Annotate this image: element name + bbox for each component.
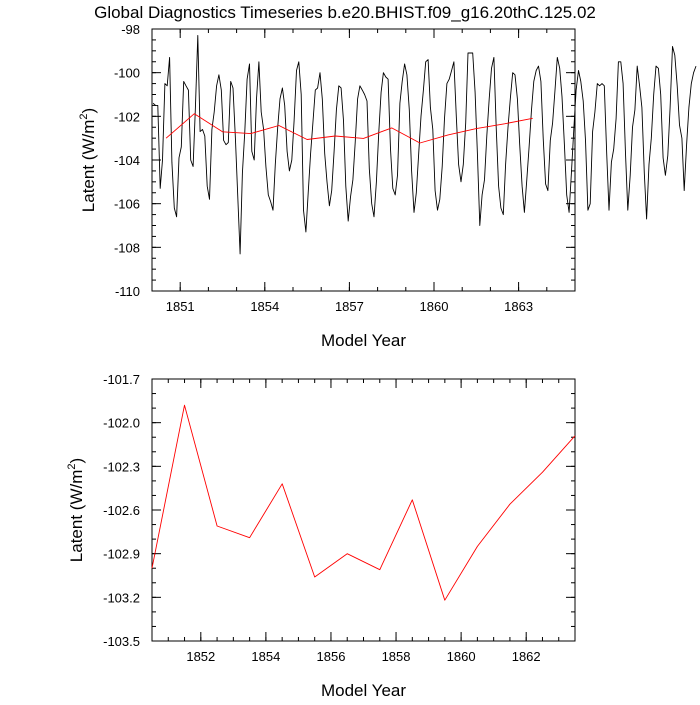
y-axis-title-superscript: 2 (66, 463, 78, 469)
series-monthly-line (152, 35, 697, 255)
y-axis-title-main: Latent (W/m (67, 470, 86, 563)
y-axis-title: Latent (W/m2) (66, 458, 86, 562)
plot-frame (151, 378, 576, 642)
y-axis-title: Latent (W/m2) (78, 108, 98, 212)
y-tick-label: -103.5 (103, 634, 140, 649)
series-annual-line (165, 113, 533, 144)
y-axis-title-close: ) (79, 108, 98, 114)
x-tick-label: 1857 (335, 299, 364, 314)
x-axis-title: Model Year (321, 681, 406, 700)
x-tick-label: 1854 (251, 649, 280, 664)
y-tick-label: -101.7 (103, 372, 140, 387)
y-tick-label: -103.2 (103, 590, 140, 605)
y-tick-label: -108 (114, 240, 140, 255)
x-tick-label: 1856 (317, 649, 346, 664)
x-tick-label: 1851 (166, 299, 195, 314)
y-tick-label: -104 (114, 153, 140, 168)
x-tick-label: 1854 (250, 299, 279, 314)
x-tick-label: 1862 (512, 649, 541, 664)
plot-frame (151, 28, 576, 292)
x-tick-label: 1863 (504, 299, 533, 314)
y-tick-label: -102.6 (103, 503, 140, 518)
y-tick-label: -110 (115, 284, 140, 299)
x-tick-label: 1858 (382, 649, 411, 664)
y-tick-label: -98 (121, 22, 140, 37)
y-tick-label: -102.0 (103, 416, 140, 431)
top-plot: 1851 1854 1857 1860 1863 -110 -108 -106 -104 -102… (78, 22, 697, 350)
y-tick-label: -102.3 (103, 459, 140, 474)
y-tick-label: -102 (114, 109, 140, 124)
y-tick-label: -106 (114, 197, 140, 212)
x-tick-label: 1860 (420, 299, 449, 314)
x-tick-label: 1860 (447, 649, 476, 664)
x-axis-title: Model Year (321, 331, 406, 350)
series-annual-line (151, 404, 576, 601)
figure-title: Global Diagnostics Timeseries b.e20.BHIS… (94, 3, 596, 22)
bottom-plot: 1852 1854 1856 1858 1860 1862 -103.5 -103.2 -102… (66, 372, 576, 700)
y-axis-title-main: Latent (W/m (79, 120, 98, 213)
y-tick-label: -100 (114, 66, 140, 81)
x-tick-label: 1852 (186, 649, 215, 664)
y-axis-title-close: ) (67, 458, 86, 464)
y-axis-title-superscript: 2 (78, 113, 90, 119)
y-tick-label: -102.9 (103, 547, 140, 562)
